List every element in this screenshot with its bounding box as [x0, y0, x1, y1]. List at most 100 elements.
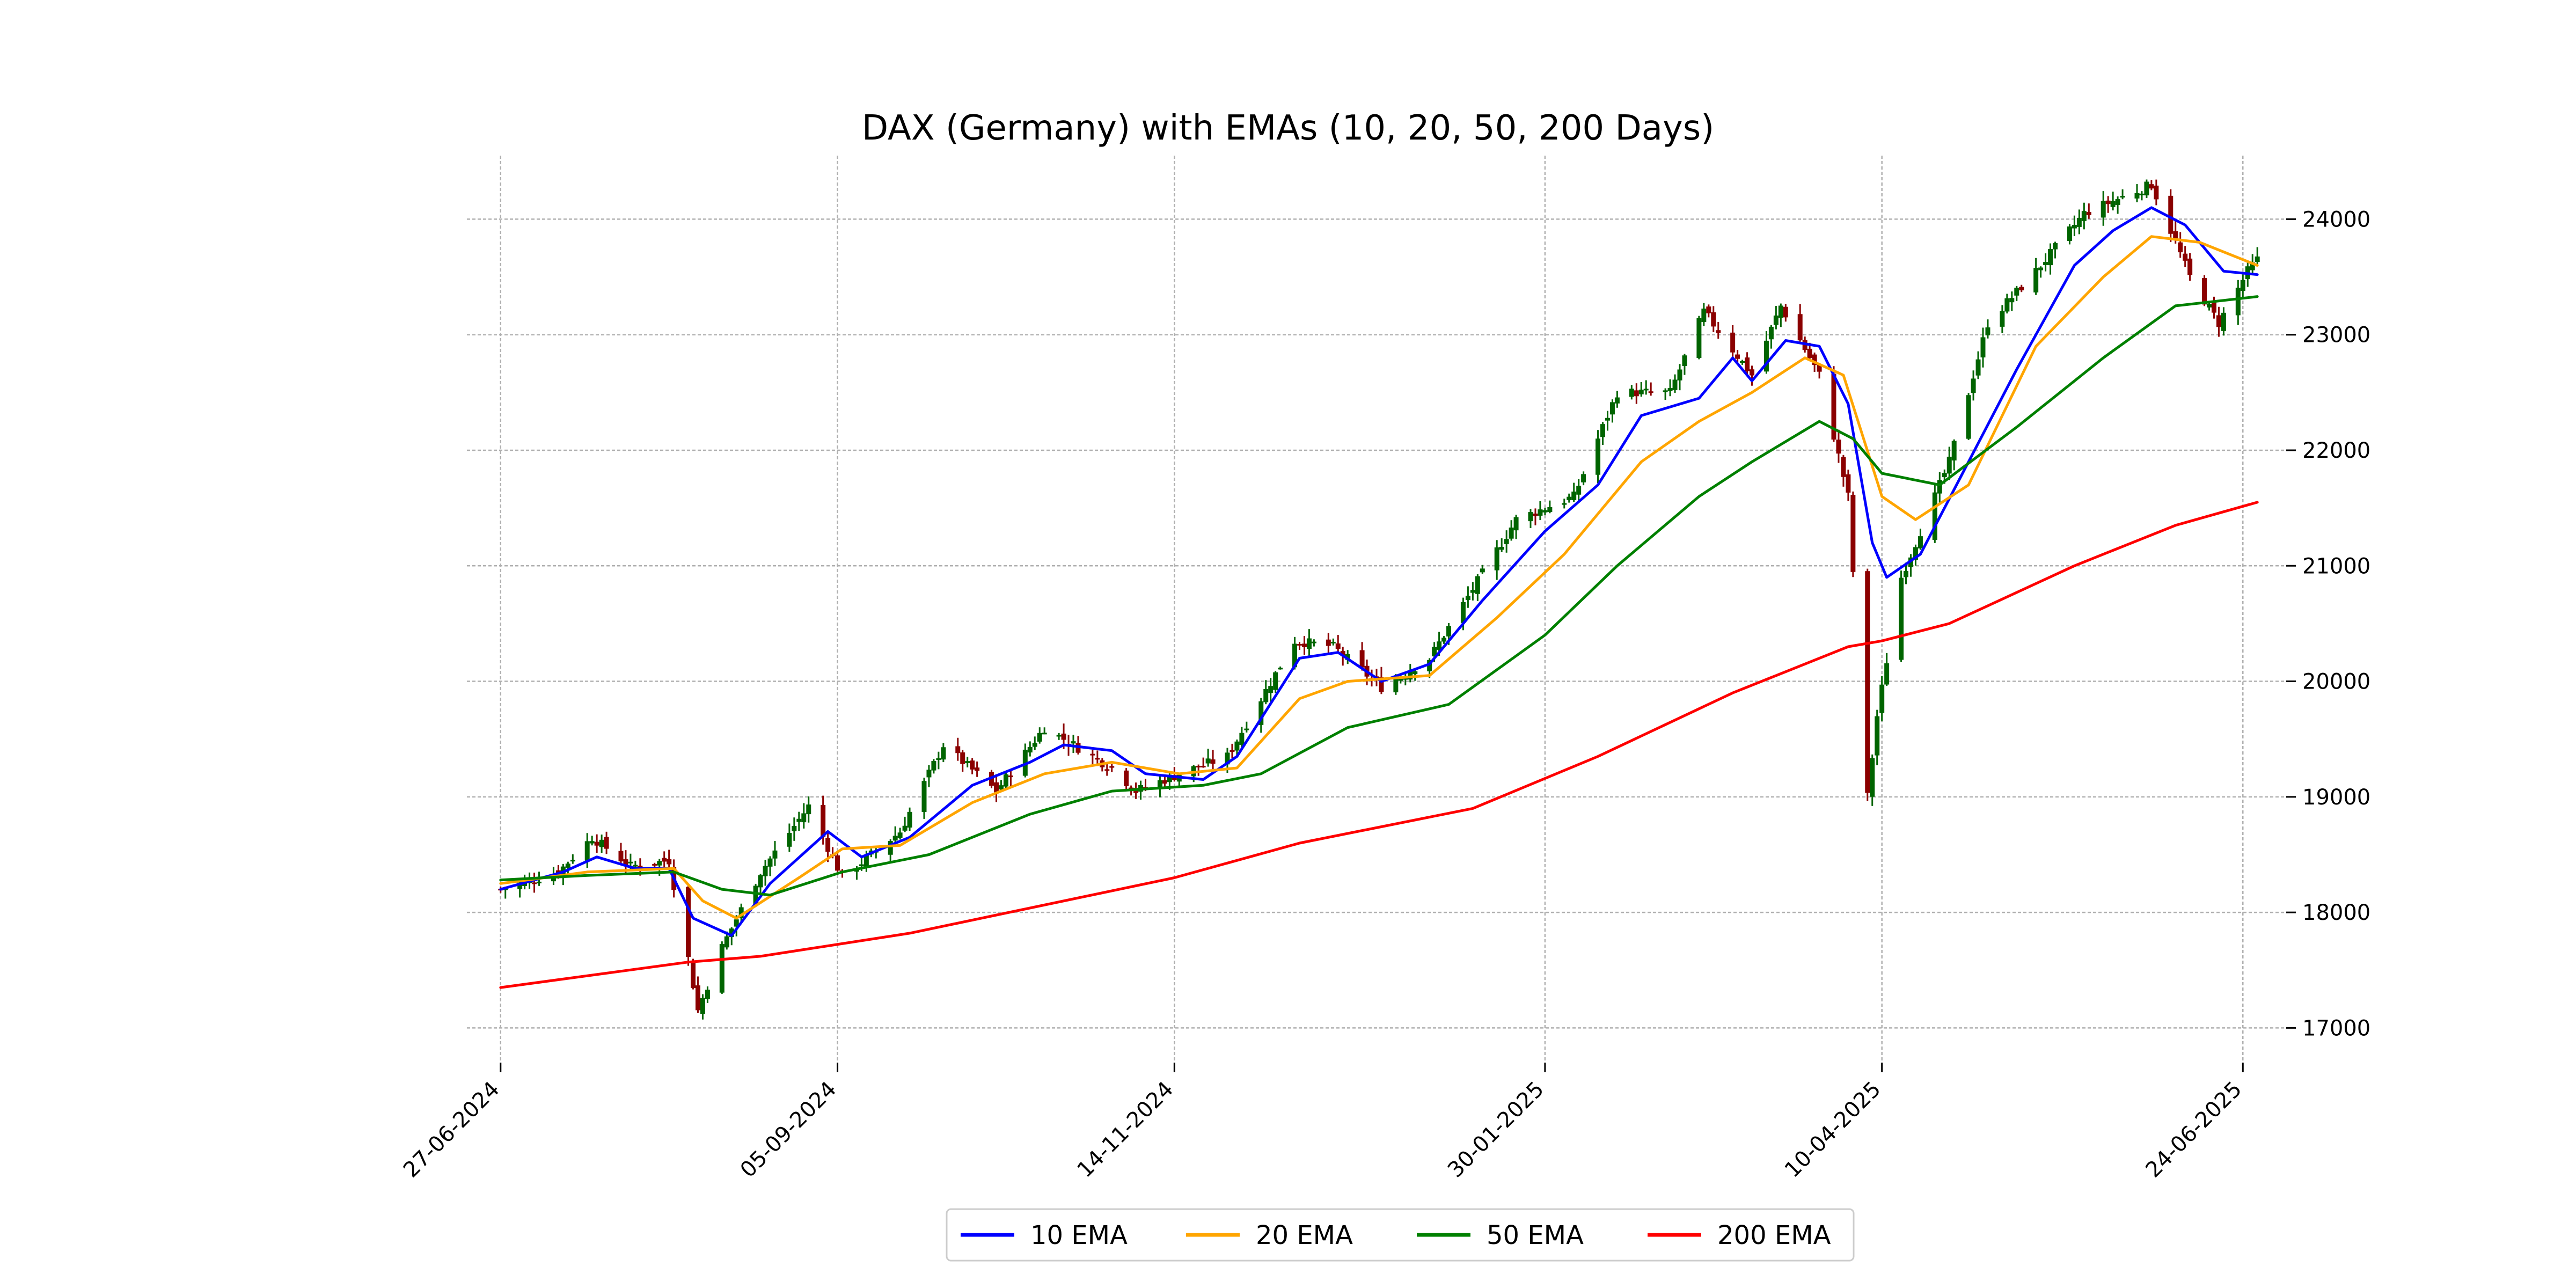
candle-body: [1609, 402, 1615, 415]
candle-body: [2019, 287, 2024, 291]
candle-body: [921, 781, 927, 812]
candle-body: [1225, 752, 1230, 765]
candle-body: [888, 841, 893, 855]
candle-body: [2250, 262, 2255, 270]
candle-body: [594, 841, 599, 846]
candle-body: [1244, 728, 1249, 730]
candle-body: [1494, 547, 1499, 570]
candle-body: [2081, 211, 2087, 221]
candle-body: [1432, 647, 1437, 656]
y-tick-label: 20000: [2302, 670, 2370, 694]
candle-body: [1533, 513, 1538, 516]
candle-body: [2178, 242, 2183, 253]
gridlines: [467, 156, 2286, 1063]
y-tick-label: 22000: [2302, 438, 2370, 463]
candle-body: [1292, 643, 1298, 668]
candle-body: [1879, 684, 1885, 713]
candle-body: [1504, 539, 1509, 544]
candle-body: [835, 855, 840, 871]
candle-body: [1157, 780, 1162, 788]
candle-body: [1003, 774, 1008, 787]
candle-body: [2144, 181, 2149, 196]
candle-body: [806, 804, 811, 815]
candle-body: [767, 858, 773, 867]
candle-body: [1124, 770, 1129, 786]
candle-body: [1071, 741, 1076, 744]
candle-body: [705, 990, 710, 999]
legend-label: 50 EMA: [1487, 1220, 1584, 1250]
candle-body: [1870, 758, 1875, 797]
candle-body: [792, 825, 797, 831]
candle-body: [1273, 672, 1278, 690]
candle-body: [1042, 733, 1047, 735]
candle-body: [753, 885, 758, 904]
candle-body: [1301, 643, 1307, 648]
candle-body: [1427, 660, 1432, 671]
candle-body: [1345, 654, 1350, 660]
candle-body: [1768, 326, 1774, 340]
candle-body: [1032, 743, 1037, 747]
candle-body: [1480, 568, 1485, 573]
candle-body: [825, 838, 831, 852]
candle-body: [1817, 364, 1822, 372]
candle-body: [1201, 765, 1206, 767]
candle-body: [2076, 217, 2082, 227]
legend-box: [946, 1208, 1855, 1262]
candle-body: [1672, 379, 1678, 390]
candle-body: [738, 907, 744, 919]
candle-body: [1778, 305, 1783, 318]
candle-body: [719, 944, 724, 993]
candle-body: [1745, 357, 1750, 371]
candle-body: [2183, 253, 2188, 261]
candle-body: [1846, 474, 1851, 493]
chart-title: DAX (Germany) with EMAs (10, 20, 50, 200…: [862, 108, 1714, 148]
candle-body: [1330, 641, 1336, 643]
candle-body: [734, 919, 739, 927]
candle-body: [1499, 547, 1504, 550]
legend-label: 10 EMA: [1030, 1220, 1128, 1250]
candle-body: [2168, 195, 2174, 234]
candle-body: [1696, 318, 1702, 358]
candle-body: [1730, 332, 1736, 353]
candle-body: [2211, 302, 2216, 313]
y-tick-label: 21000: [2302, 554, 2370, 579]
candle-body: [2173, 231, 2178, 240]
candle-body: [1109, 766, 1115, 768]
candle-body: [1614, 397, 1620, 404]
candle-body: [729, 928, 734, 938]
candle-body: [2014, 288, 2019, 296]
candle-body: [1812, 354, 1817, 365]
candle-body: [1104, 769, 1110, 771]
candle-body: [2221, 312, 2226, 331]
candle-body: [1475, 576, 1480, 594]
candle-body: [1326, 639, 1331, 646]
candle-body: [570, 860, 575, 862]
candle-body: [758, 875, 763, 888]
candle-body: [1359, 650, 1365, 668]
candle-body: [970, 760, 975, 770]
candle-body: [1306, 638, 1312, 649]
candle-body: [2105, 200, 2111, 204]
candle-body: [772, 850, 778, 859]
candle-body: [565, 863, 570, 868]
candle-body: [1677, 369, 1682, 380]
candle-body: [960, 752, 965, 764]
candle-body: [1441, 638, 1447, 642]
candle-body: [821, 804, 826, 837]
candle-body: [1393, 678, 1399, 693]
candle-body: [1600, 424, 1606, 437]
candle-body: [897, 832, 903, 838]
legend-label: 200 EMA: [1717, 1220, 1831, 1250]
candle-body: [667, 859, 672, 865]
candle-body: [662, 858, 667, 862]
candle-body: [975, 767, 980, 771]
legend: 10 EMA 20 EMA 50 EMA 200 EMA: [946, 1208, 1855, 1262]
candle-body: [2216, 315, 2221, 327]
candle-body: [1735, 354, 1740, 359]
candle-body: [796, 818, 802, 822]
y-tick-label: 18000: [2302, 901, 2370, 925]
candle-body: [1297, 643, 1302, 646]
candle-body: [1408, 671, 1413, 680]
candle-body: [1567, 496, 1572, 500]
